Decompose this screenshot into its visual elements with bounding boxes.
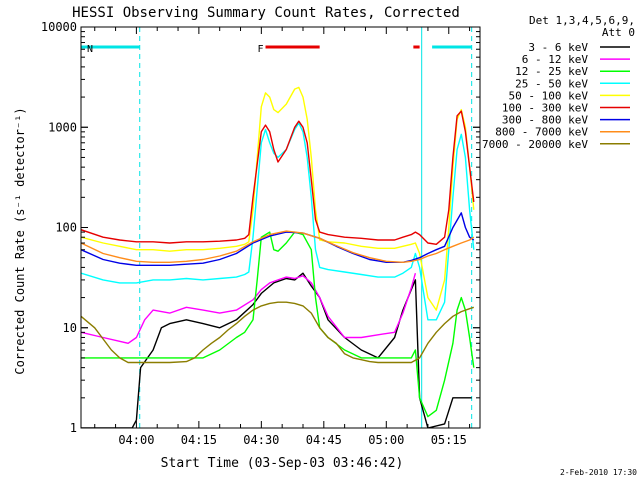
series-line-5 [81,110,475,246]
legend-label-2: 12 - 25 keV [515,65,588,78]
footer-date: 2-Feb-2010 17:30 [560,468,637,477]
axes: N F 04:00 04:15 04:30 04:45 05:00 05:15 1 10 100 10… [41,20,481,447]
y-axis-label: Corrected Count Rate (s⁻¹ detector⁻¹) [13,107,27,374]
x-tick-label: 04:15 [181,433,217,447]
series-line-1 [81,273,417,344]
y-tick-label: 1 [70,421,77,435]
x-axis-label: Start Time (03-Sep-03 03:46:42) [161,456,404,471]
y-tick-label: 10000 [41,20,77,34]
series-line-8 [81,301,475,364]
legend-header-1: Att 0 [602,26,635,39]
x-tick-label: 04:30 [243,433,279,447]
series-line-7 [81,230,475,263]
legend-label-3: 25 - 50 keV [515,77,588,90]
legend-label-6: 300 - 800 keV [502,114,588,127]
x-tick-label: 04:00 [118,433,154,447]
legend-label-0: 3 - 6 keV [528,41,588,54]
legend-label-8: 7000 - 20000 keV [482,138,588,151]
x-tick-label: 04:45 [306,433,342,447]
x-tick-label: 05:00 [368,433,404,447]
y-tick-label: 100 [55,221,77,235]
flag-label-2: F [258,44,264,55]
series-line-3 [81,122,475,321]
legend-label-7: 800 - 7000 keV [495,126,588,139]
series-line-4 [81,86,475,311]
x-tick-label: 05:15 [431,433,467,447]
legend-header-0: Det 1,3,4,5,6,9, [529,14,635,27]
flag-label-0: N [87,44,93,55]
chart-title: HESSI Observing Summary Count Rates, Cor… [72,5,460,21]
y-tick-label: 10 [63,321,77,335]
legend-label-4: 50 - 100 keV [509,89,589,102]
y-tick-label: 1000 [48,120,77,134]
plot-area [81,27,475,428]
legend-label-5: 100 - 300 keV [502,102,588,115]
legend-label-1: 6 - 12 keV [522,53,589,66]
